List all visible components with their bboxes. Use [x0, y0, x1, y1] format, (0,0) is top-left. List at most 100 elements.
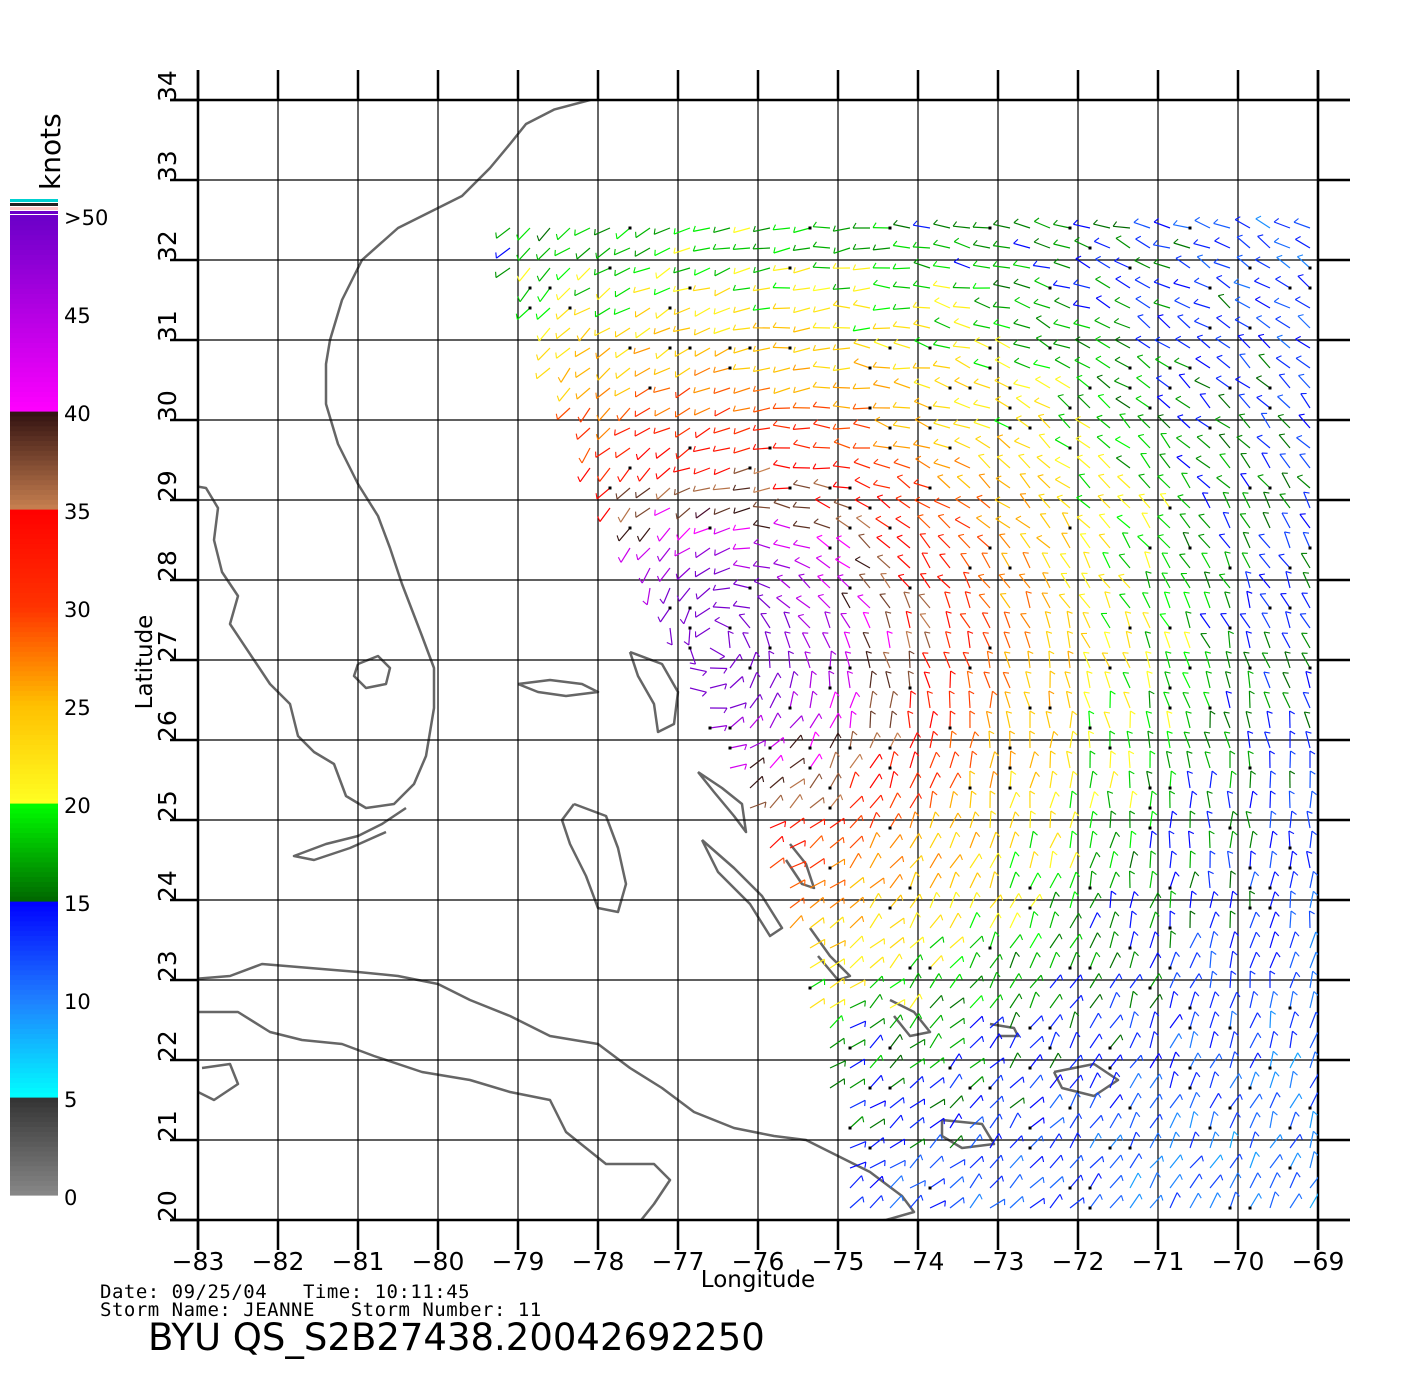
wind-barb [1218, 394, 1231, 409]
wind-barb-tick [1213, 1111, 1219, 1116]
wind-barb-tick [864, 1141, 867, 1148]
wind-barb-tick [555, 233, 559, 240]
wind-barb [673, 227, 691, 235]
wind-barb [1229, 992, 1238, 1009]
wind-barb [1106, 791, 1111, 809]
wind-barb [889, 732, 899, 749]
wind-barb-tick [1037, 872, 1042, 879]
wind-barb [968, 690, 971, 709]
wind-barb [694, 307, 711, 317]
wind-barb [693, 227, 711, 232]
wind-barb-tick [921, 1076, 925, 1083]
wind-barb [921, 552, 931, 569]
wind-barb-tick [777, 692, 782, 698]
rain-flag [1148, 986, 1152, 990]
wind-barb [714, 347, 731, 357]
wind-barb [714, 267, 731, 277]
wind-barb [695, 607, 711, 618]
wind-barb [656, 307, 671, 319]
colorbar-band [10, 1190, 58, 1196]
wind-barb [909, 1116, 924, 1129]
wind-barb-tick [1312, 1110, 1318, 1116]
wind-barb [852, 387, 871, 390]
wind-barb-tick [938, 1033, 942, 1039]
wind-barb-tick [1114, 296, 1121, 301]
wind-barb-tick [1025, 590, 1032, 594]
wind-barb [1216, 356, 1231, 369]
wind-barb [909, 893, 921, 909]
wind-barb-tick [638, 577, 643, 584]
wind-barb-tick [1072, 770, 1078, 776]
wind-barb-tick [824, 611, 831, 614]
wind-barb-tick [1196, 952, 1201, 958]
wind-barb-tick [944, 591, 951, 594]
wind-barb-tick [940, 914, 944, 921]
rain-flag [528, 286, 532, 290]
colorbar-band [10, 974, 58, 980]
wind-barb [833, 465, 851, 469]
wind-barb-tick [1159, 994, 1163, 1000]
wind-barb-tick [1179, 1094, 1183, 1101]
wind-barb [993, 322, 1011, 329]
wind-barb [1133, 221, 1151, 229]
wind-barb [1014, 440, 1031, 449]
wind-barb-tick [1119, 553, 1125, 556]
wind-barb [1083, 551, 1091, 569]
wind-barb [1029, 1015, 1043, 1029]
wind-barb-tick [713, 508, 716, 515]
wind-barb [1122, 652, 1131, 669]
wind-barb-tick [1174, 357, 1180, 362]
wind-barb-tick [1119, 1094, 1124, 1101]
wind-barb [713, 447, 731, 452]
wind-barb [849, 814, 862, 829]
wind-barb-tick [860, 815, 864, 822]
wind-barb [1196, 436, 1211, 449]
wind-barb-tick [853, 358, 859, 363]
rain-flag [1028, 706, 1032, 710]
wind-barb [635, 507, 651, 518]
wind-barb-tick [653, 288, 656, 295]
wind-barb-tick [918, 593, 925, 596]
colorbar-band [10, 1165, 58, 1172]
wind-barb-tick [636, 475, 640, 482]
rain-flag [628, 226, 632, 230]
rain-flag [868, 406, 872, 410]
wind-barb-tick [1233, 1131, 1239, 1136]
wind-barb [829, 939, 846, 949]
wind-barb-tick [1055, 1031, 1060, 1037]
wind-barb-tick [1190, 910, 1196, 915]
wind-barb [1069, 974, 1082, 989]
wind-barb-tick [1104, 671, 1111, 674]
wind-barb-tick [914, 337, 920, 342]
wind-barb [1213, 261, 1231, 269]
wind-barb-tick [1075, 416, 1081, 420]
wind-barb [944, 591, 951, 609]
wind-barb-tick [1282, 692, 1289, 694]
colorbar-band [10, 763, 58, 770]
wind-barb [693, 447, 711, 453]
wind-barb-tick [859, 753, 863, 760]
wind-barb [1198, 535, 1211, 549]
wind-barb [969, 831, 977, 849]
colorbar-band [10, 842, 58, 848]
colorbar-band [10, 705, 58, 711]
wind-barb [1129, 931, 1135, 949]
wind-barb-tick [995, 396, 1001, 400]
wind-barb-tick [636, 535, 641, 542]
colorbar-band [10, 626, 58, 633]
wind-barb [1025, 591, 1031, 609]
wind-barb-tick [1040, 1074, 1044, 1081]
wind-barb-tick [1298, 373, 1305, 377]
grand-bahama [517, 678, 600, 698]
acklins [889, 998, 932, 1038]
wind-barb-tick [957, 812, 962, 819]
wind-barb-tick [1080, 1155, 1084, 1162]
wind-barb [1069, 731, 1074, 749]
wind-barb [1284, 651, 1291, 669]
rain-flag [1188, 666, 1192, 670]
rain-flag [1248, 266, 1252, 270]
wind-barb [934, 300, 951, 309]
wind-barb [1129, 991, 1134, 1009]
colorbar-band [10, 798, 58, 804]
colorbar-band [10, 469, 58, 476]
